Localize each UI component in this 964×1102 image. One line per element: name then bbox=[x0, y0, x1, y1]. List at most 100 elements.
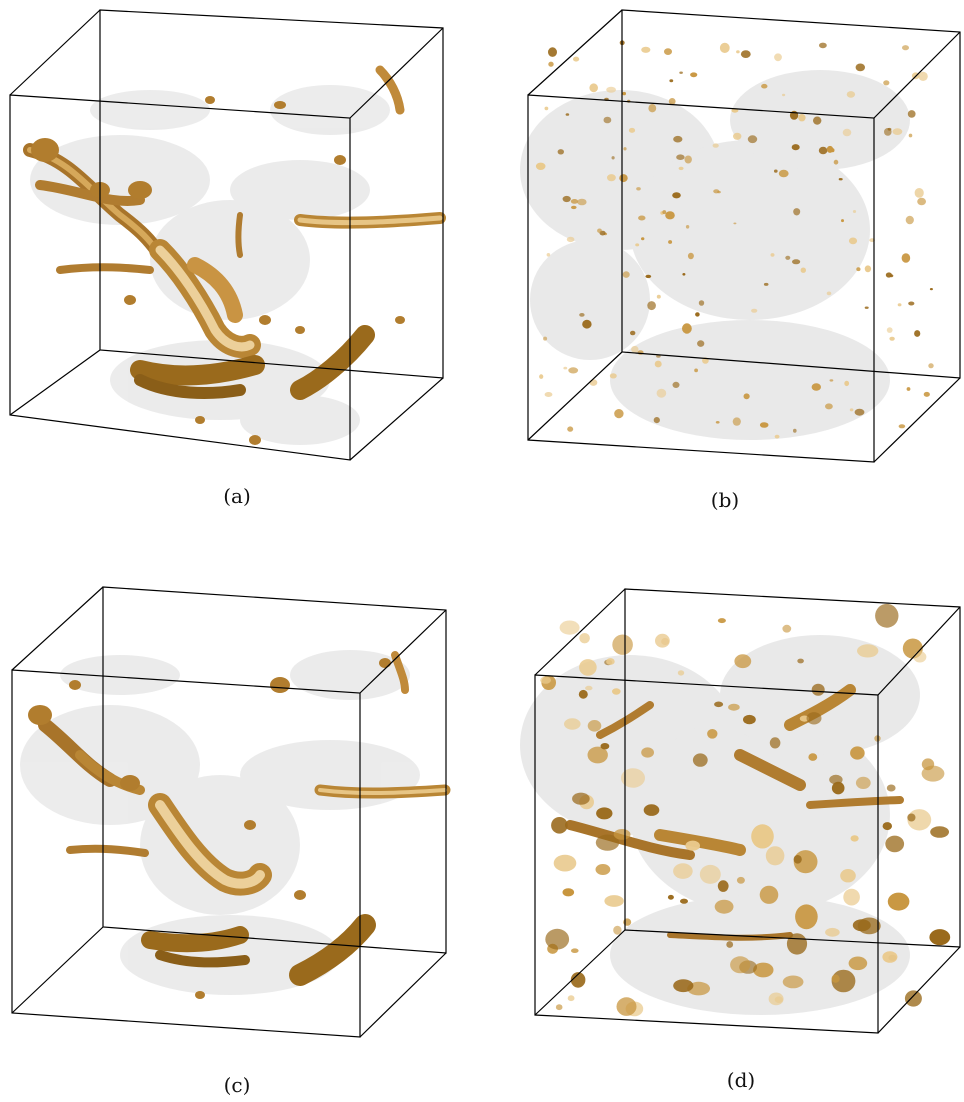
isosurface-blob bbox=[684, 155, 692, 164]
isosurface-blob bbox=[850, 835, 859, 842]
isosurface-blob bbox=[563, 366, 568, 370]
isosurface-blob bbox=[555, 1004, 563, 1011]
isosurface-blob bbox=[774, 169, 778, 173]
isosurface-blob bbox=[678, 166, 684, 171]
isosurface-blob bbox=[587, 720, 602, 732]
isosurface-blob bbox=[597, 228, 602, 233]
isosurface-blob bbox=[712, 143, 719, 148]
isosurface-blob bbox=[714, 701, 724, 708]
isosurface-blob bbox=[622, 91, 626, 96]
bounding-box-wireframe bbox=[534, 588, 961, 1034]
isosurface-blob bbox=[673, 979, 694, 993]
isosurface-blob bbox=[539, 374, 544, 379]
isosurface-blob bbox=[774, 53, 782, 62]
isosurface-blob bbox=[882, 822, 892, 831]
isosurface-blob bbox=[717, 618, 726, 624]
isosurface-blob bbox=[698, 300, 705, 306]
isosurface-blob bbox=[914, 330, 921, 337]
isosurface-blob bbox=[603, 116, 612, 124]
isosurface-blob bbox=[638, 215, 646, 221]
isosurface-blob bbox=[768, 992, 784, 1006]
isosurface-blob bbox=[685, 840, 700, 851]
isosurface-blob bbox=[579, 633, 590, 644]
isosurface-blob bbox=[774, 434, 780, 439]
isosurface-blob bbox=[751, 308, 758, 313]
isosurface-blob bbox=[606, 658, 615, 665]
isosurface-blob bbox=[733, 222, 737, 225]
isosurface-blob bbox=[677, 670, 685, 676]
isosurface-blob bbox=[564, 718, 581, 730]
isosurface-blob bbox=[905, 215, 914, 225]
isosurface-blob bbox=[846, 91, 856, 98]
isosurface-blob bbox=[643, 804, 660, 816]
isosurface-blob bbox=[883, 80, 890, 86]
isosurface-blob bbox=[811, 683, 825, 696]
panel-b bbox=[500, 0, 964, 480]
isosurface-blob bbox=[612, 634, 633, 655]
isosurface-blob bbox=[921, 765, 945, 782]
isosurface-blob bbox=[901, 253, 911, 263]
isosurface-blob bbox=[769, 737, 781, 749]
isosurface-blob bbox=[852, 210, 857, 213]
isosurface-blob bbox=[631, 345, 639, 353]
isosurface-blob bbox=[892, 128, 903, 136]
isosurface-blob bbox=[736, 50, 740, 54]
bounding-box-wireframe bbox=[527, 9, 961, 463]
isosurface-render-a bbox=[9, 9, 446, 461]
isosurface-blob bbox=[694, 368, 698, 373]
isosurface-render-c bbox=[11, 586, 451, 1038]
isosurface-render-d bbox=[520, 588, 961, 1034]
isosurface-blob bbox=[795, 904, 818, 930]
isosurface-blob bbox=[886, 784, 896, 792]
isosurface-blob bbox=[619, 174, 628, 183]
isosurface-blob bbox=[838, 178, 843, 181]
isosurface-blob bbox=[566, 236, 575, 243]
isosurface-blob bbox=[665, 211, 675, 220]
isosurface-blob bbox=[842, 128, 852, 137]
isosurface-blob bbox=[740, 50, 751, 58]
isosurface-blob bbox=[913, 651, 927, 663]
isosurface-blob bbox=[695, 312, 700, 317]
isosurface-blob bbox=[897, 303, 902, 307]
isosurface-blob bbox=[793, 428, 797, 433]
isosurface-blob bbox=[685, 225, 690, 229]
isosurface-blob bbox=[565, 113, 570, 116]
isosurface-blob bbox=[806, 712, 822, 725]
isosurface-blob bbox=[914, 188, 924, 198]
isosurface-blob bbox=[743, 714, 756, 725]
isosurface-blob bbox=[623, 147, 627, 151]
isosurface-blob bbox=[543, 336, 548, 341]
isosurface-blob bbox=[673, 863, 693, 879]
isosurface-blob bbox=[908, 133, 913, 138]
isosurface-structures bbox=[23, 65, 446, 445]
isosurface-blob bbox=[818, 146, 828, 155]
isosurface-blob bbox=[562, 195, 571, 203]
isosurface-blob bbox=[864, 265, 872, 273]
isosurface-blob bbox=[717, 880, 729, 892]
isosurface-blob bbox=[908, 301, 915, 306]
isosurface-blob bbox=[653, 417, 660, 424]
isosurface-blob bbox=[844, 380, 850, 387]
isosurface-blob bbox=[826, 145, 834, 153]
isosurface-blob bbox=[765, 846, 785, 866]
isosurface-blob bbox=[719, 42, 730, 54]
isosurface-blob bbox=[726, 941, 734, 948]
isosurface-blob bbox=[798, 114, 806, 122]
isosurface-blob bbox=[930, 826, 949, 838]
isosurface-blob bbox=[782, 93, 786, 97]
isosurface-blob bbox=[800, 267, 806, 273]
isosurface-blob bbox=[621, 768, 645, 788]
isosurface-render-b bbox=[520, 9, 961, 463]
isosurface-blob bbox=[848, 956, 868, 971]
isosurface-blob bbox=[819, 42, 827, 49]
panel-caption-c: (c) bbox=[223, 1073, 251, 1097]
isosurface-structures bbox=[20, 650, 451, 999]
isosurface-blob bbox=[887, 892, 910, 911]
isosurface-blob bbox=[848, 237, 858, 245]
isosurface-blob bbox=[595, 864, 611, 875]
isosurface-blob bbox=[889, 336, 895, 341]
isosurface-blob bbox=[669, 79, 674, 83]
isosurface-blob bbox=[715, 421, 720, 424]
isosurface-blob bbox=[635, 243, 640, 247]
isosurface-blob bbox=[641, 46, 651, 53]
